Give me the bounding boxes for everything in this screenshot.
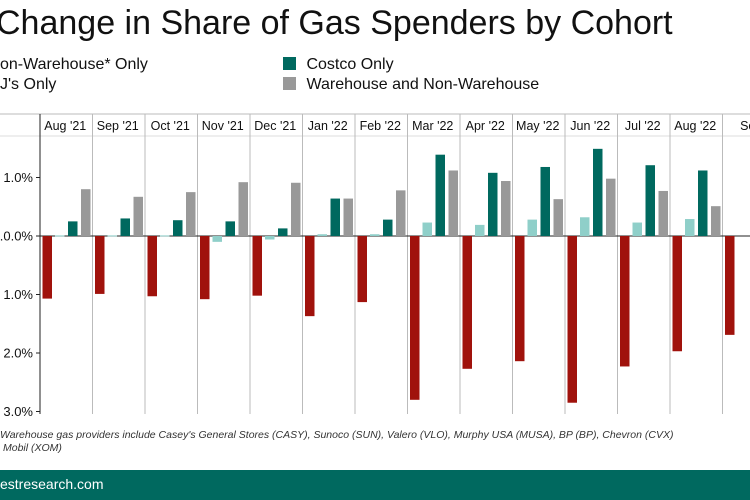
legend-entry-warehouse-and-non-warehouse: Warehouse and Non-Warehouse bbox=[283, 76, 539, 94]
bar-warehouse-and-non-warehouse-oct-21 bbox=[186, 192, 196, 236]
bar-costco-only-jun-22 bbox=[593, 148, 603, 236]
bar-bj-s-only-apr-22 bbox=[475, 224, 485, 236]
bar-bj-s-only-oct-21 bbox=[160, 235, 170, 237]
bar-warehouse-and-non-warehouse-may-22 bbox=[553, 199, 563, 236]
bar-costco-only-aug-21 bbox=[68, 221, 78, 236]
legend-entry-bjs: J's Only bbox=[0, 76, 56, 94]
x-tick-label-may-22: May '22 bbox=[516, 119, 559, 133]
bar-non-warehouse-only-oct-21 bbox=[147, 236, 157, 297]
y-tick-label-2: 1.0% bbox=[3, 287, 33, 302]
legend-swatch-warehouse-and-non-warehouse bbox=[283, 77, 296, 90]
bar-non-warehouse-only-sep-21 bbox=[95, 236, 105, 294]
bar-bj-s-only-dec-21 bbox=[265, 236, 275, 240]
legend-swatch-costco bbox=[283, 57, 296, 70]
bar-chart: Aug '21 Sep '21 Oct '21 Nov '21 Dec '21 Jan '… bbox=[0, 113, 750, 419]
bar-bj-s-only-nov-21 bbox=[212, 236, 222, 242]
bar-non-warehouse-only-nov-21 bbox=[200, 236, 210, 300]
y-tick-label-3: 2.0% bbox=[3, 346, 33, 361]
bar-non-warehouse-only-se bbox=[725, 236, 735, 335]
legend-entry-non-warehouse: on-Warehouse* Only bbox=[0, 56, 148, 74]
bar-costco-only-nov-21 bbox=[225, 221, 235, 236]
bar-non-warehouse-only-jan-22 bbox=[305, 236, 315, 317]
y-tick-label-1: .0.0% bbox=[0, 229, 33, 244]
bar-non-warehouse-only-aug-22 bbox=[672, 236, 682, 352]
bar-non-warehouse-only-feb-22 bbox=[357, 236, 367, 303]
bar-costco-only-may-22 bbox=[540, 166, 550, 236]
bar-bj-s-only-mar-22 bbox=[422, 222, 432, 236]
bar-costco-only-mar-22 bbox=[435, 154, 445, 236]
bar-costco-only-aug-22 bbox=[698, 170, 708, 236]
bar-bj-s-only-jan-22 bbox=[317, 234, 327, 236]
legend-label-non-warehouse: on-Warehouse* Only bbox=[0, 56, 148, 73]
bar-non-warehouse-only-mar-22 bbox=[410, 236, 420, 400]
bar-non-warehouse-only-dec-21 bbox=[252, 236, 262, 296]
chart-title: Change in Share of Gas Spenders by Cohor… bbox=[0, 4, 673, 42]
bar-non-warehouse-only-apr-22 bbox=[462, 236, 472, 369]
bar-bj-s-only-jul-22 bbox=[632, 222, 642, 236]
bar-warehouse-and-non-warehouse-jan-22 bbox=[343, 198, 353, 236]
x-tick-label-jul-22: Jul '22 bbox=[625, 119, 661, 133]
bar-bj-s-only-aug-21 bbox=[55, 235, 65, 237]
x-tick-label-mar-22: Mar '22 bbox=[412, 119, 453, 133]
footer-bar: estresearch.com bbox=[0, 470, 750, 500]
bar-bj-s-only-jun-22 bbox=[580, 217, 590, 236]
bar-warehouse-and-non-warehouse-apr-22 bbox=[501, 181, 511, 236]
x-tick-label-apr-22: Apr '22 bbox=[466, 119, 505, 133]
x-tick-label-dec-21: Dec '21 bbox=[254, 119, 296, 133]
bar-non-warehouse-only-aug-21 bbox=[42, 236, 52, 299]
bar-warehouse-and-non-warehouse-jul-22 bbox=[658, 190, 668, 236]
legend-entry-costco: Costco Only bbox=[283, 56, 394, 74]
bar-costco-only-oct-21 bbox=[173, 220, 183, 236]
x-tick-label-aug-22: Aug '22 bbox=[674, 119, 716, 133]
x-tick-label-aug-21: Aug '21 bbox=[44, 119, 86, 133]
bar-bj-s-only-sep-21 bbox=[107, 235, 117, 237]
footnote-line-1: Warehouse gas providers include Casey's … bbox=[0, 429, 674, 441]
bar-non-warehouse-only-jul-22 bbox=[620, 236, 630, 367]
x-tick-label-oct-21: Oct '21 bbox=[151, 119, 190, 133]
x-tick-label-feb-22: Feb '22 bbox=[360, 119, 401, 133]
footnote-line-2: Mobil (XOM) bbox=[3, 442, 62, 454]
bar-costco-only-jan-22 bbox=[330, 198, 340, 236]
bar-warehouse-and-non-warehouse-mar-22 bbox=[448, 170, 458, 236]
bar-costco-only-dec-21 bbox=[278, 228, 288, 236]
bar-costco-only-apr-22 bbox=[488, 172, 498, 236]
bar-costco-only-jul-22 bbox=[645, 165, 655, 236]
bar-warehouse-and-non-warehouse-feb-22 bbox=[396, 190, 406, 236]
x-tick-label-sep-21: Sep '21 bbox=[97, 119, 139, 133]
bar-warehouse-and-non-warehouse-dec-21 bbox=[291, 182, 301, 236]
footer-website[interactable]: estresearch.com bbox=[0, 476, 104, 492]
legend-label-warehouse-and-non-warehouse: Warehouse and Non-Warehouse bbox=[306, 76, 540, 93]
legend-label-costco: Costco Only bbox=[306, 56, 394, 73]
bar-warehouse-and-non-warehouse-jun-22 bbox=[606, 178, 616, 236]
x-tick-label-jun-22: Jun '22 bbox=[570, 119, 610, 133]
bar-warehouse-and-non-warehouse-aug-22 bbox=[711, 206, 721, 236]
bar-bj-s-only-feb-22 bbox=[370, 234, 380, 236]
bar-bj-s-only-may-22 bbox=[527, 219, 537, 236]
bar-bj-s-only-aug-22 bbox=[685, 219, 695, 236]
footnote: Warehouse gas providers include Casey's … bbox=[0, 429, 750, 455]
bar-warehouse-and-non-warehouse-nov-21 bbox=[238, 182, 248, 236]
x-tick-label-jan-22: Jan '22 bbox=[308, 119, 348, 133]
legend-label-bjs: J's Only bbox=[0, 76, 57, 93]
y-tick-label-4: 3.0% bbox=[3, 404, 33, 419]
bar-costco-only-sep-21 bbox=[120, 218, 130, 236]
bar-costco-only-feb-22 bbox=[383, 219, 393, 236]
bar-non-warehouse-only-jun-22 bbox=[567, 236, 577, 403]
x-tick-label-nov-21: Nov '21 bbox=[202, 119, 244, 133]
bar-warehouse-and-non-warehouse-aug-21 bbox=[81, 189, 91, 236]
y-tick-label-0: 1.0% bbox=[3, 170, 33, 185]
bar-warehouse-and-non-warehouse-sep-21 bbox=[133, 196, 143, 236]
x-tick-label-se: Se bbox=[740, 119, 750, 133]
bar-non-warehouse-only-may-22 bbox=[515, 236, 525, 362]
